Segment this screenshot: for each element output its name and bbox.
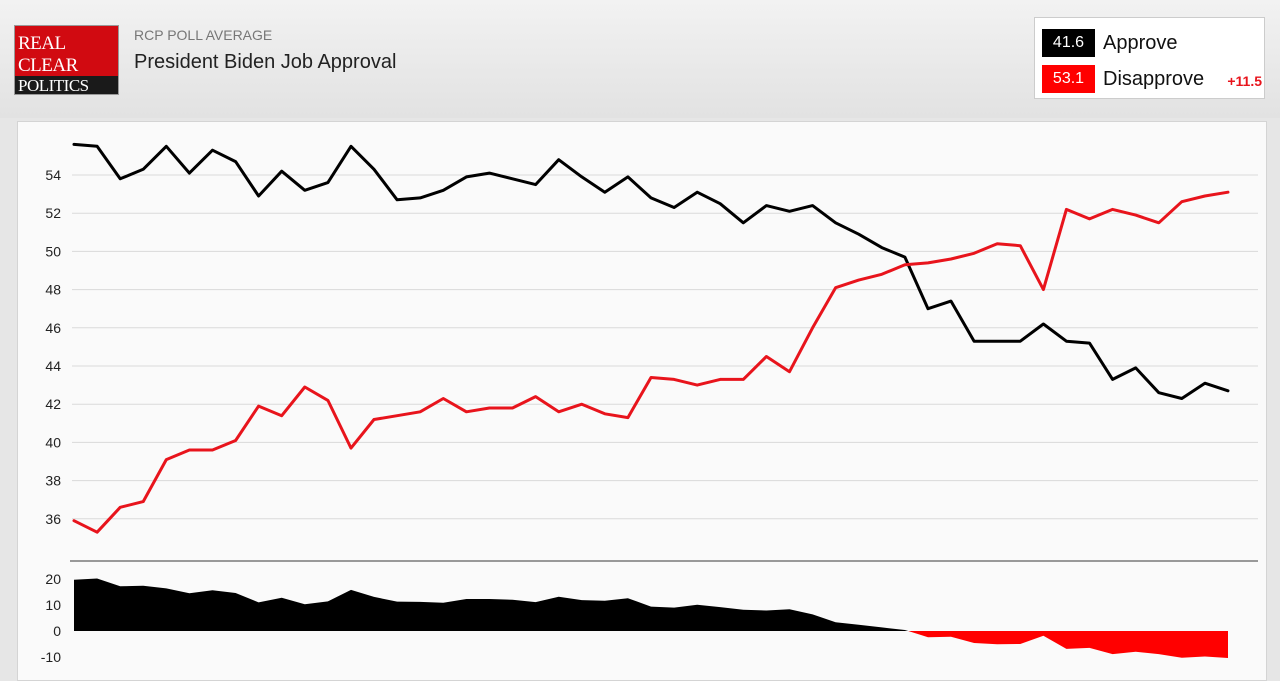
y-tick-50: 50 [45,243,61,259]
legend: 41.6 Approve 53.1 Disapprove +11.5 [1034,17,1265,99]
chart-title: President Biden Job Approval [134,51,397,73]
disapprove-label: Disapprove [1103,68,1205,90]
y-tick-54: 54 [45,167,61,183]
spread-area [74,578,1228,658]
chart-header: REAL CLEAR POLITICS RCP POLL AVERAGE Pre… [0,0,1280,118]
spread-value: +11.5 [1227,73,1262,89]
disapprove-value-badge: 53.1 [1042,65,1095,93]
y-tick-36: 36 [45,511,61,527]
y-tick-48: 48 [45,282,61,298]
series-line-approve [72,142,1230,400]
poll-average-kicker: RCP POLL AVERAGE [134,27,273,43]
y-tick-40: 40 [45,434,61,450]
y-tick-labels: 36 38 40 42 44 46 48 50 52 54 [45,167,61,527]
series-lines[interactable] [72,142,1230,534]
legend-approve-row[interactable]: 41.6 Approve [1042,29,1262,57]
logo-line-2: CLEAR [18,55,78,76]
spread-tick--10: -10 [41,649,61,665]
legend-disapprove-row[interactable]: 53.1 Disapprove +11.5 [1042,65,1262,93]
spread-tick-0: 0 [53,623,61,639]
spread-tick-labels: 20 10 0 -10 [41,571,61,665]
rcp-logo[interactable]: REAL CLEAR POLITICS [14,25,119,95]
chart-panel [17,121,1267,681]
y-tick-42: 42 [45,396,61,412]
y-tick-52: 52 [45,205,61,221]
spread-tick-10: 10 [45,597,61,613]
logo-red-block [15,26,118,76]
logo-black-block [15,76,118,94]
approve-label: Approve [1103,32,1178,54]
spread-tick-20: 20 [45,571,61,587]
approve-value-badge: 41.6 [1042,29,1095,57]
spread-area-negative [74,631,1228,658]
series-line-disapprove [72,190,1230,534]
gridlines [72,174,1258,520]
y-tick-46: 46 [45,320,61,336]
logo-line-3: POLITICS [18,76,89,95]
y-tick-44: 44 [45,358,61,374]
logo-line-1: REAL [18,33,66,54]
y-tick-38: 38 [45,473,61,489]
spread-area-positive [74,578,1228,631]
